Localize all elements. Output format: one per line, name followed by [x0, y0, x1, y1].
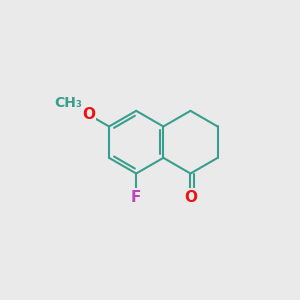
Text: O: O: [82, 107, 95, 122]
Text: CH₃: CH₃: [54, 96, 82, 110]
Text: O: O: [184, 190, 197, 205]
Text: F: F: [131, 190, 141, 205]
